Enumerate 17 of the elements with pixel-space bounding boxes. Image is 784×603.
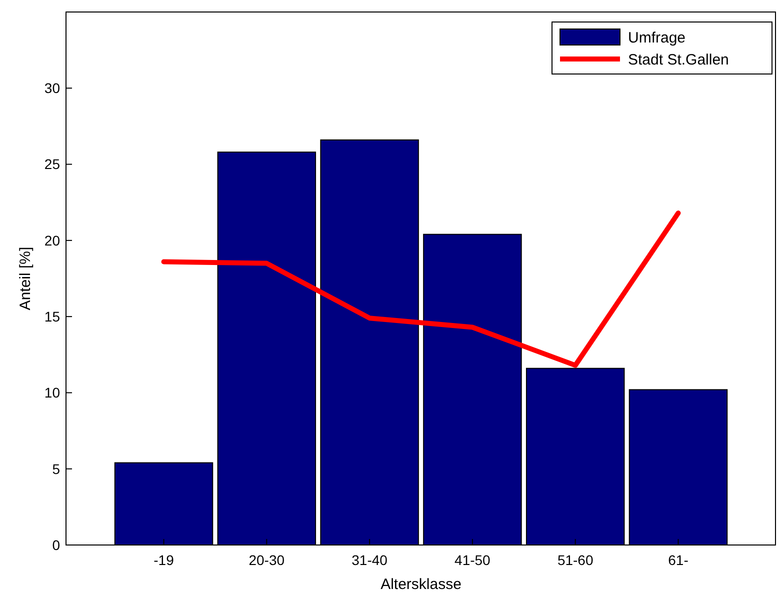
y-tick-label: 10 <box>44 384 60 401</box>
x-tick-label: 41-50 <box>454 552 491 568</box>
y-tick-label: 5 <box>52 460 60 477</box>
x-axis-title: Altersklasse <box>380 576 462 593</box>
x-tick-label: -19 <box>154 552 174 568</box>
x-tick-label: 51-60 <box>557 552 594 568</box>
x-tick-label: 61- <box>668 552 689 568</box>
x-tick-label: 20-30 <box>248 552 285 568</box>
legend-label: Stadt St.Gallen <box>628 51 729 68</box>
y-tick-label: 25 <box>44 156 60 172</box>
x-tick-label: 31-40 <box>352 552 388 568</box>
y-tick-label: 20 <box>44 232 60 248</box>
y-tick-label: 0 <box>52 536 60 553</box>
y-tick-label: 15 <box>44 308 60 324</box>
y-tick-label: 30 <box>44 80 60 96</box>
legend-label: Umfrage <box>628 29 686 46</box>
y-axis-title: Anteil [%] <box>17 246 34 310</box>
